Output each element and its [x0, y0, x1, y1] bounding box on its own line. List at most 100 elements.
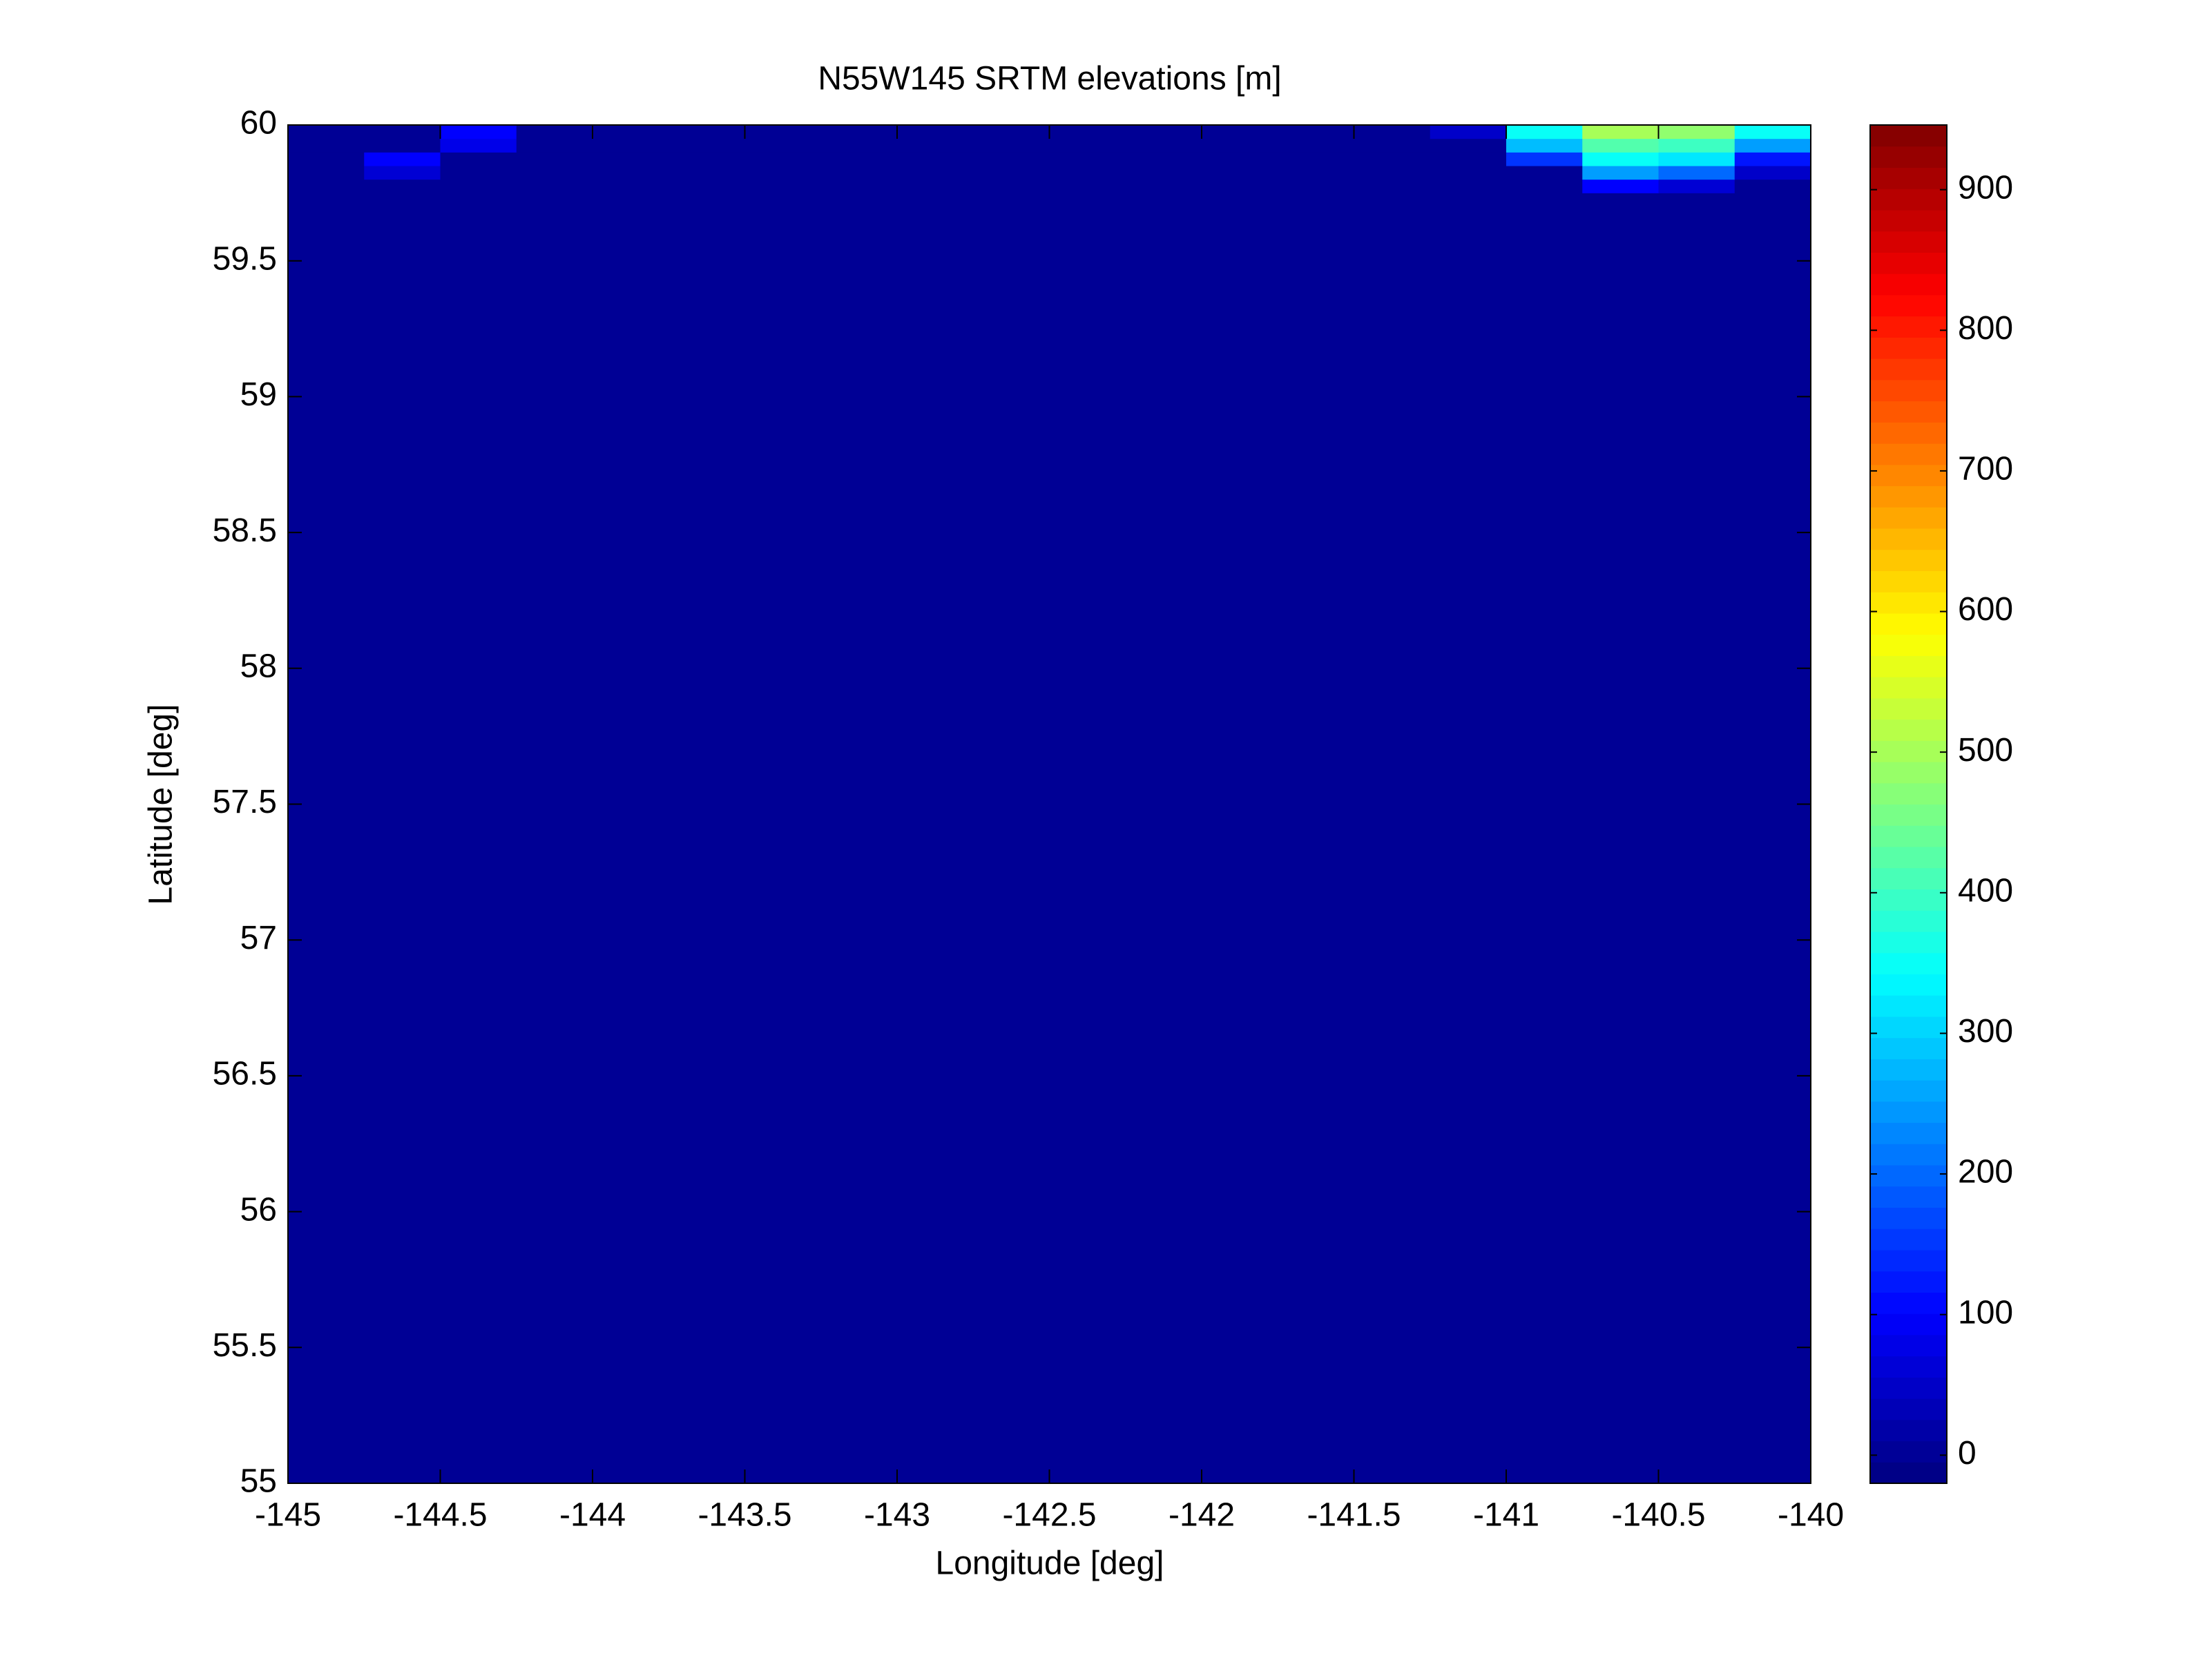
y-tick-label: 56 — [240, 1191, 277, 1228]
heatmap-cell — [1430, 125, 1507, 139]
colorbar-swatch — [1870, 443, 1947, 465]
x-tick-label: -142.5 — [1002, 1497, 1096, 1534]
heatmap-cell — [288, 179, 365, 193]
heatmap-cell — [669, 125, 745, 139]
colorbar-tick-label: 700 — [1958, 451, 2013, 488]
heatmap-cell — [1506, 125, 1583, 139]
colorbar-swatch — [1870, 422, 1947, 444]
y-tick-label: 59.5 — [213, 240, 277, 277]
heatmap-cell — [1430, 138, 1507, 153]
y-tick-label: 58 — [240, 648, 277, 684]
heatmap-cell — [897, 193, 974, 1484]
colorbar-swatch — [1870, 337, 1947, 359]
heatmap-cell — [973, 138, 1050, 153]
heatmap-cell — [1278, 166, 1354, 180]
colorbar-swatch — [1870, 549, 1947, 572]
colorbar-swatch — [1870, 1016, 1947, 1039]
heatmap-cell — [744, 166, 822, 180]
colorbar-swatch — [1870, 995, 1947, 1017]
colorbar-swatch — [1870, 189, 1947, 211]
colorbar-swatch — [1870, 209, 1947, 232]
colorbar-tick-label: 300 — [1958, 1013, 2013, 1050]
colorbar-swatch — [1870, 464, 1947, 487]
y-tick-label: 58.5 — [213, 512, 277, 549]
y-tick-label: 60 — [240, 105, 277, 142]
heatmap-cell — [288, 125, 365, 139]
heatmap-cell — [820, 138, 898, 153]
heatmap-cell — [440, 166, 517, 180]
heatmap-cell — [516, 179, 593, 193]
heatmap-cell — [1582, 125, 1659, 139]
heatmap-cell — [744, 179, 822, 193]
colorbar-swatch — [1870, 358, 1947, 380]
heatmap-cell — [973, 193, 1050, 1484]
heatmap-cell — [669, 166, 745, 180]
heatmap-cell — [669, 179, 745, 193]
heatmap-cell — [593, 166, 669, 180]
heatmap-cell — [1202, 166, 1278, 180]
heatmap-cell — [820, 193, 898, 1484]
heatmap-cell — [1582, 138, 1659, 153]
heatmap-cell — [1278, 125, 1354, 139]
x-axis-label: Longitude [deg] — [936, 1545, 1164, 1582]
heatmap-cell — [516, 166, 593, 180]
colorbar-tick-label: 900 — [1958, 169, 2013, 206]
heatmap-cell — [1506, 152, 1583, 166]
heatmap-cell — [1354, 138, 1431, 153]
heatmap-cell — [1658, 193, 1735, 1484]
heatmap-cell — [1202, 152, 1278, 166]
heatmap-cell — [1582, 166, 1659, 180]
y-tick-label: 57.5 — [213, 784, 277, 820]
heatmap-cell — [1658, 179, 1735, 193]
heatmap-cell — [440, 138, 517, 153]
heatmap-cell — [1049, 138, 1126, 153]
colorbar-swatch — [1870, 1313, 1947, 1336]
colorbar-swatch — [1870, 401, 1947, 423]
x-tick-label: -141.5 — [1307, 1497, 1401, 1534]
colorbar-swatch — [1870, 252, 1947, 274]
heatmap-cell — [288, 152, 365, 166]
colorbar-swatch — [1870, 316, 1947, 338]
colorbar-swatch — [1870, 1440, 1947, 1463]
heatmap-cell — [897, 152, 974, 166]
y-tick-label: 55 — [240, 1463, 277, 1500]
x-tick-label: -145 — [255, 1497, 321, 1534]
heatmap-cell — [364, 166, 441, 180]
heatmap-cell — [1202, 138, 1278, 153]
x-tick-label: -144.5 — [393, 1497, 487, 1534]
colorbar-swatch — [1870, 231, 1947, 253]
colorbar-swatch — [1870, 804, 1947, 826]
colorbar-swatch — [1870, 613, 1947, 635]
colorbar-swatch — [1870, 570, 1947, 592]
colorbar-swatch — [1870, 485, 1947, 508]
heatmap-cell — [364, 152, 441, 166]
heatmap-cell — [1430, 166, 1507, 180]
x-tick-label: -142 — [1168, 1497, 1235, 1534]
colorbar-swatch — [1870, 1271, 1947, 1293]
colorbar-swatch — [1870, 762, 1947, 784]
heatmap-cell — [1582, 193, 1659, 1484]
colorbar-tick-label: 100 — [1958, 1294, 2013, 1331]
heatmap-cell — [820, 179, 898, 193]
colorbar-swatch — [1870, 677, 1947, 699]
colorbar-swatch — [1870, 1037, 1947, 1059]
heatmap-cell — [1430, 193, 1507, 1484]
heatmap-cell — [593, 193, 669, 1484]
heatmap-cell — [1278, 179, 1354, 193]
colorbar-swatch — [1870, 634, 1947, 656]
heatmap-cell — [1125, 179, 1202, 193]
heatmap-cell — [1354, 125, 1431, 139]
colorbar-swatch — [1870, 846, 1947, 869]
heatmap-cell — [669, 193, 745, 1484]
y-tick-label: 56.5 — [213, 1056, 277, 1092]
heatmap-cell — [1506, 166, 1583, 180]
heatmap-cell — [1202, 193, 1278, 1484]
heatmap-cell — [1278, 193, 1354, 1484]
x-tick-label: -143.5 — [698, 1497, 791, 1534]
heatmap-cell — [1430, 152, 1507, 166]
heatmap-cell — [1202, 125, 1278, 139]
colorbar-swatch — [1870, 1462, 1947, 1484]
colorbar-swatch — [1870, 697, 1947, 720]
heatmap-cell — [593, 125, 669, 139]
